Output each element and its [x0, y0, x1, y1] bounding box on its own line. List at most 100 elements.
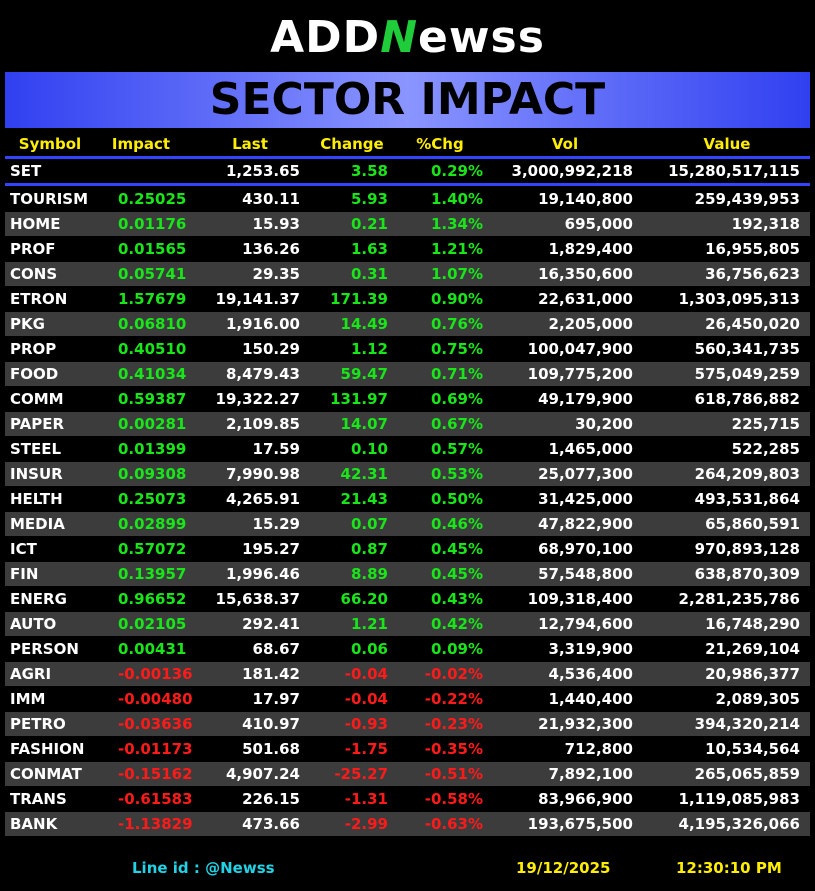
- cell: 47,822,900: [538, 515, 633, 533]
- cell: PROP: [10, 340, 57, 358]
- cell: 3,000,992,218: [511, 162, 633, 180]
- cell: 0.05741: [118, 265, 187, 283]
- cell: -0.63%: [424, 815, 483, 833]
- cell: -0.51%: [424, 765, 483, 783]
- cell: 181.42: [242, 665, 300, 683]
- cell: 3,319,900: [548, 640, 633, 658]
- cell: -0.00136: [118, 665, 193, 683]
- cell: -0.04: [344, 665, 388, 683]
- cell: 0.01565: [118, 240, 187, 258]
- cell: 560,341,735: [694, 340, 800, 358]
- cell: 66.20: [340, 590, 388, 608]
- cell: 0.13957: [118, 565, 187, 583]
- cell: 15.93: [252, 215, 300, 233]
- cell: 131.97: [330, 390, 388, 408]
- row-band: [5, 512, 810, 536]
- cell: -1.31: [344, 790, 388, 808]
- logo-part: N: [380, 12, 419, 63]
- cell: 193,675,500: [527, 815, 633, 833]
- cell: 4,265.91: [225, 490, 300, 508]
- cell: 0.57%: [430, 440, 483, 458]
- cell: 695,000: [564, 215, 633, 233]
- cell: 0.06810: [118, 315, 187, 333]
- cell: 0.09308: [118, 465, 187, 483]
- title: SECTOR IMPACT: [209, 74, 606, 125]
- cell: 1,916.00: [225, 315, 300, 333]
- cell: 1.21: [350, 615, 388, 633]
- cell: 12,794,600: [538, 615, 633, 633]
- cell: -0.93: [344, 715, 388, 733]
- row-band: [5, 312, 810, 336]
- cell: 109,775,200: [527, 365, 633, 383]
- cell: SET: [10, 162, 42, 180]
- cell: -0.61583: [118, 790, 193, 808]
- cell: FIN: [10, 565, 39, 583]
- cell: 15.29: [252, 515, 300, 533]
- cell: 0.00281: [118, 415, 187, 433]
- cell: 192,318: [731, 215, 800, 233]
- row-band: [5, 712, 810, 736]
- cell: CONS: [10, 265, 58, 283]
- cell: IMM: [10, 690, 46, 708]
- cell: 0.09%: [430, 640, 483, 658]
- cell: 17.59: [252, 440, 300, 458]
- cell: 712,800: [564, 740, 633, 758]
- cell: PKG: [10, 315, 45, 333]
- cell: INSUR: [10, 465, 63, 483]
- cell: 0.01176: [118, 215, 187, 233]
- cell: 0.87: [350, 540, 388, 558]
- cell: PROF: [10, 240, 56, 258]
- cell: 1,996.46: [225, 565, 300, 583]
- cell: -0.22%: [424, 690, 483, 708]
- cell: 225,715: [731, 415, 800, 433]
- cell: 8.89: [350, 565, 388, 583]
- cell: 4,536,400: [548, 665, 633, 683]
- cell: 42.31: [340, 465, 388, 483]
- cell: 430.11: [242, 190, 300, 208]
- column-header: Value: [703, 135, 751, 153]
- cell: 265,065,859: [694, 765, 800, 783]
- cell: -0.23%: [424, 715, 483, 733]
- logo-part: ewss: [418, 12, 545, 63]
- cell: 31,425,000: [538, 490, 633, 508]
- cell: 49,179,900: [538, 390, 633, 408]
- cell: 493,531,864: [694, 490, 800, 508]
- cell: 7,990.98: [225, 465, 300, 483]
- cell: 0.59387: [118, 390, 187, 408]
- cell: -25.27: [334, 765, 388, 783]
- cell: FASHION: [10, 740, 85, 758]
- cell: 394,320,214: [694, 715, 800, 733]
- cell: 7,892,100: [548, 765, 633, 783]
- column-header: Change: [320, 135, 384, 153]
- cell: 575,049,259: [694, 365, 800, 383]
- row-band: [5, 762, 810, 786]
- cell: 1,465,000: [548, 440, 633, 458]
- cell: 473.66: [242, 815, 300, 833]
- cell: -0.58%: [424, 790, 483, 808]
- cell: ICT: [10, 540, 37, 558]
- cell: 501.68: [242, 740, 300, 758]
- logo: ADDNewss: [0, 10, 815, 66]
- row-band: [5, 562, 810, 586]
- cell: -0.35%: [424, 740, 483, 758]
- cell: 21.43: [340, 490, 388, 508]
- cell: 292.41: [242, 615, 300, 633]
- cell: TOURISM: [10, 190, 89, 208]
- cell: 2,089,305: [715, 690, 800, 708]
- column-header: Symbol: [18, 135, 82, 153]
- cell: 83,966,900: [538, 790, 633, 808]
- cell: 522,285: [731, 440, 800, 458]
- cell: 15,638.37: [215, 590, 300, 608]
- cell: 1,303,095,313: [678, 290, 800, 308]
- cell: 0.57072: [118, 540, 187, 558]
- cell: 16,748,290: [705, 615, 800, 633]
- cell: MEDIA: [10, 515, 65, 533]
- cell: 59.47: [340, 365, 388, 383]
- cell: 0.02105: [118, 615, 187, 633]
- cell: 264,209,803: [694, 465, 800, 483]
- cell: 1.07%: [430, 265, 483, 283]
- row-band: [5, 662, 810, 686]
- cell: 1.34%: [430, 215, 483, 233]
- column-header: Impact: [111, 135, 171, 153]
